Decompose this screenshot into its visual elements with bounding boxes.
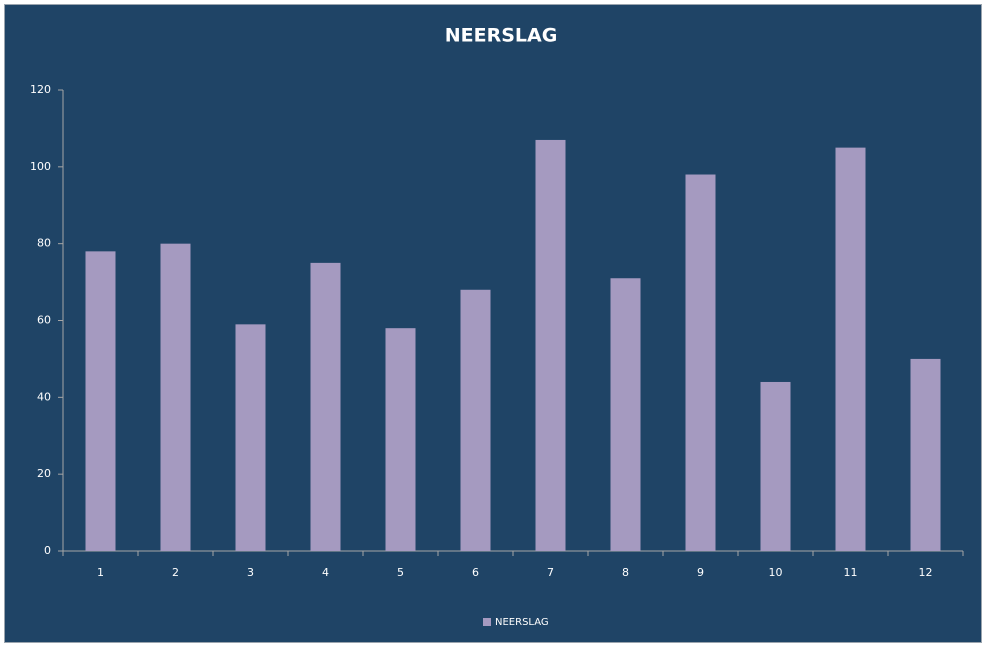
y-tick-label: 20 — [37, 467, 51, 480]
y-tick-label: 100 — [30, 160, 51, 173]
bar — [760, 381, 791, 551]
x-tick-label: 3 — [247, 566, 254, 579]
x-tick-label: 11 — [844, 566, 858, 579]
bar — [610, 278, 641, 551]
y-tick-label: 40 — [37, 390, 51, 403]
y-tick-label: 80 — [37, 237, 51, 250]
bar — [160, 243, 191, 551]
bar — [685, 174, 716, 551]
legend-label: NEERSLAG — [495, 617, 549, 628]
y-tick-label: 0 — [44, 544, 51, 557]
x-tick-label: 4 — [322, 566, 329, 579]
legend-swatch — [483, 618, 491, 626]
bar — [235, 324, 266, 551]
x-tick-label: 7 — [547, 566, 554, 579]
x-tick-label: 8 — [622, 566, 629, 579]
bar — [835, 147, 866, 551]
x-tick-label: 9 — [697, 566, 704, 579]
x-tick-label: 1 — [97, 566, 104, 579]
x-tick-label: 2 — [172, 566, 179, 579]
bar — [460, 289, 491, 551]
chart-area — [4, 4, 982, 643]
x-tick-label: 5 — [397, 566, 404, 579]
x-tick-label: 6 — [472, 566, 479, 579]
y-tick-label: 120 — [30, 83, 51, 96]
bar — [310, 262, 341, 551]
chart-title: NEERSLAG — [445, 25, 558, 47]
bar — [910, 358, 941, 551]
bar — [385, 328, 416, 551]
x-tick-label: 12 — [919, 566, 933, 579]
y-tick-label: 60 — [37, 314, 51, 327]
x-tick-label: 10 — [769, 566, 783, 579]
bar — [535, 139, 566, 552]
bar — [85, 251, 116, 551]
